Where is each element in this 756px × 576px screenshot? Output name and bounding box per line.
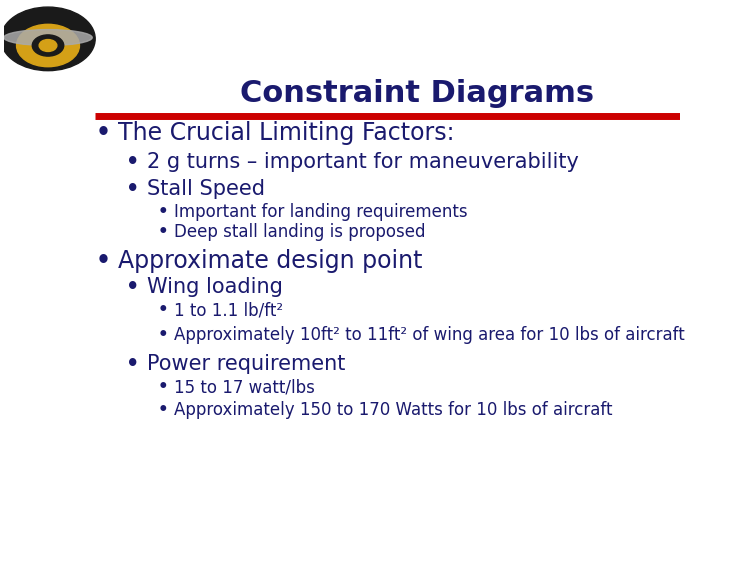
Text: 2 g turns – important for maneuverability: 2 g turns – important for maneuverabilit…: [147, 152, 579, 172]
Text: Wing loading: Wing loading: [147, 277, 283, 297]
Text: Approximate design point: Approximate design point: [118, 249, 423, 272]
Text: •: •: [96, 249, 111, 272]
Text: •: •: [126, 277, 139, 297]
Circle shape: [39, 40, 57, 51]
Text: Approximately 150 to 170 Watts for 10 lbs of aircraft: Approximately 150 to 170 Watts for 10 lb…: [174, 401, 612, 419]
Text: •: •: [126, 152, 139, 172]
Text: The Crucial Limiting Factors:: The Crucial Limiting Factors:: [118, 122, 454, 145]
Text: Stall Speed: Stall Speed: [147, 179, 265, 199]
Text: Deep stall landing is proposed: Deep stall landing is proposed: [174, 223, 425, 241]
Text: •: •: [126, 179, 139, 199]
Text: 15 to 17 watt/lbs: 15 to 17 watt/lbs: [174, 378, 314, 396]
Text: Constraint Diagrams: Constraint Diagrams: [240, 79, 593, 108]
Text: •: •: [158, 203, 169, 221]
Text: Important for landing requirements: Important for landing requirements: [174, 203, 467, 221]
Text: •: •: [158, 378, 169, 396]
Text: 1 to 1.1 lb/ft²: 1 to 1.1 lb/ft²: [174, 301, 283, 320]
Text: •: •: [126, 354, 139, 374]
Text: Power requirement: Power requirement: [147, 354, 345, 374]
Text: •: •: [158, 326, 169, 344]
Circle shape: [33, 35, 64, 56]
Ellipse shape: [4, 29, 92, 46]
Text: •: •: [158, 223, 169, 241]
Text: •: •: [96, 122, 111, 145]
Text: •: •: [158, 301, 169, 320]
Circle shape: [17, 24, 79, 67]
Text: Approximately 10ft² to 11ft² of wing area for 10 lbs of aircraft: Approximately 10ft² to 11ft² of wing are…: [174, 326, 684, 344]
Circle shape: [1, 7, 95, 71]
Text: •: •: [158, 401, 169, 419]
